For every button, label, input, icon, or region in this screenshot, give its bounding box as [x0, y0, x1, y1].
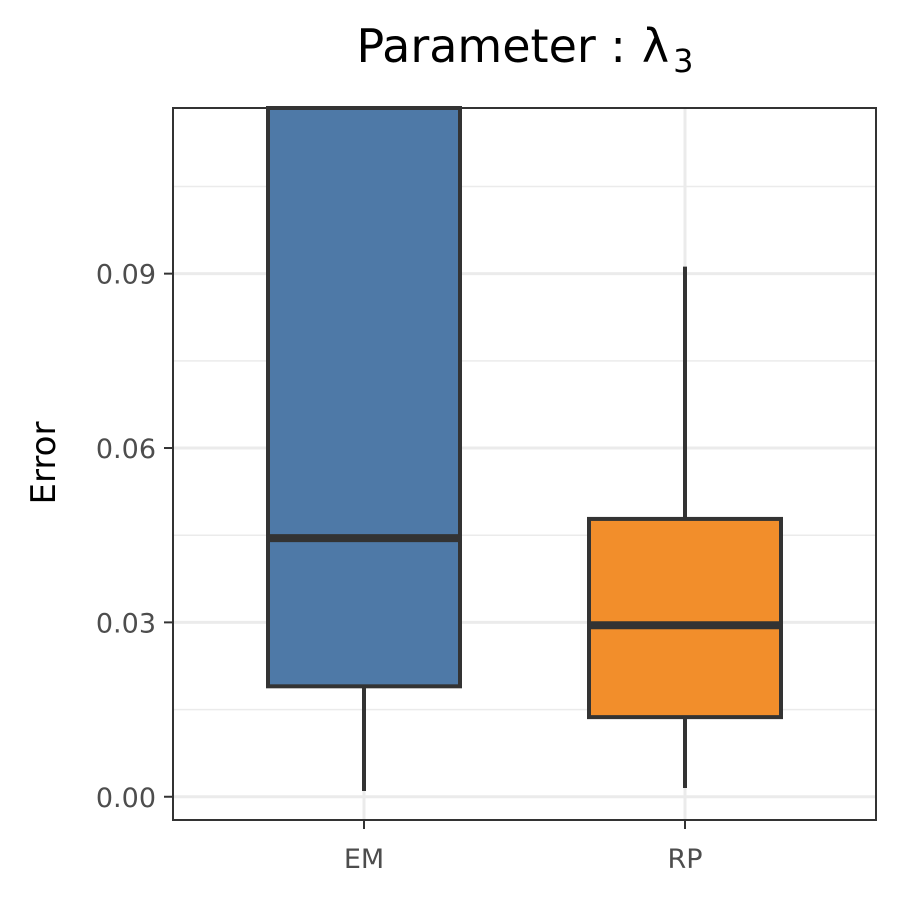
- boxes: [266, 106, 783, 791]
- x-tick-label: EM: [344, 844, 384, 875]
- box-em: [266, 106, 462, 791]
- y-tick-label: 0.09: [96, 260, 156, 291]
- title-prefix: Parameter :: [356, 19, 625, 73]
- axes: 0.00 0.03 0.06 0.09 EM RP: [96, 260, 703, 875]
- iqr-box: [266, 106, 462, 689]
- panel-border: [172, 107, 877, 821]
- x-tick-label: RP: [667, 844, 702, 875]
- chart-title: Parameter : λ 3: [356, 19, 693, 80]
- y-tick-label: 0.00: [96, 783, 156, 814]
- iqr-box: [587, 516, 783, 720]
- box-rp: [587, 266, 783, 789]
- y-tick-label: 0.03: [96, 608, 156, 639]
- y-axis-title: Error: [24, 422, 64, 505]
- title-symbol: λ: [642, 19, 669, 73]
- title-subscript: 3: [673, 42, 693, 80]
- y-tick-label: 0.06: [96, 434, 156, 465]
